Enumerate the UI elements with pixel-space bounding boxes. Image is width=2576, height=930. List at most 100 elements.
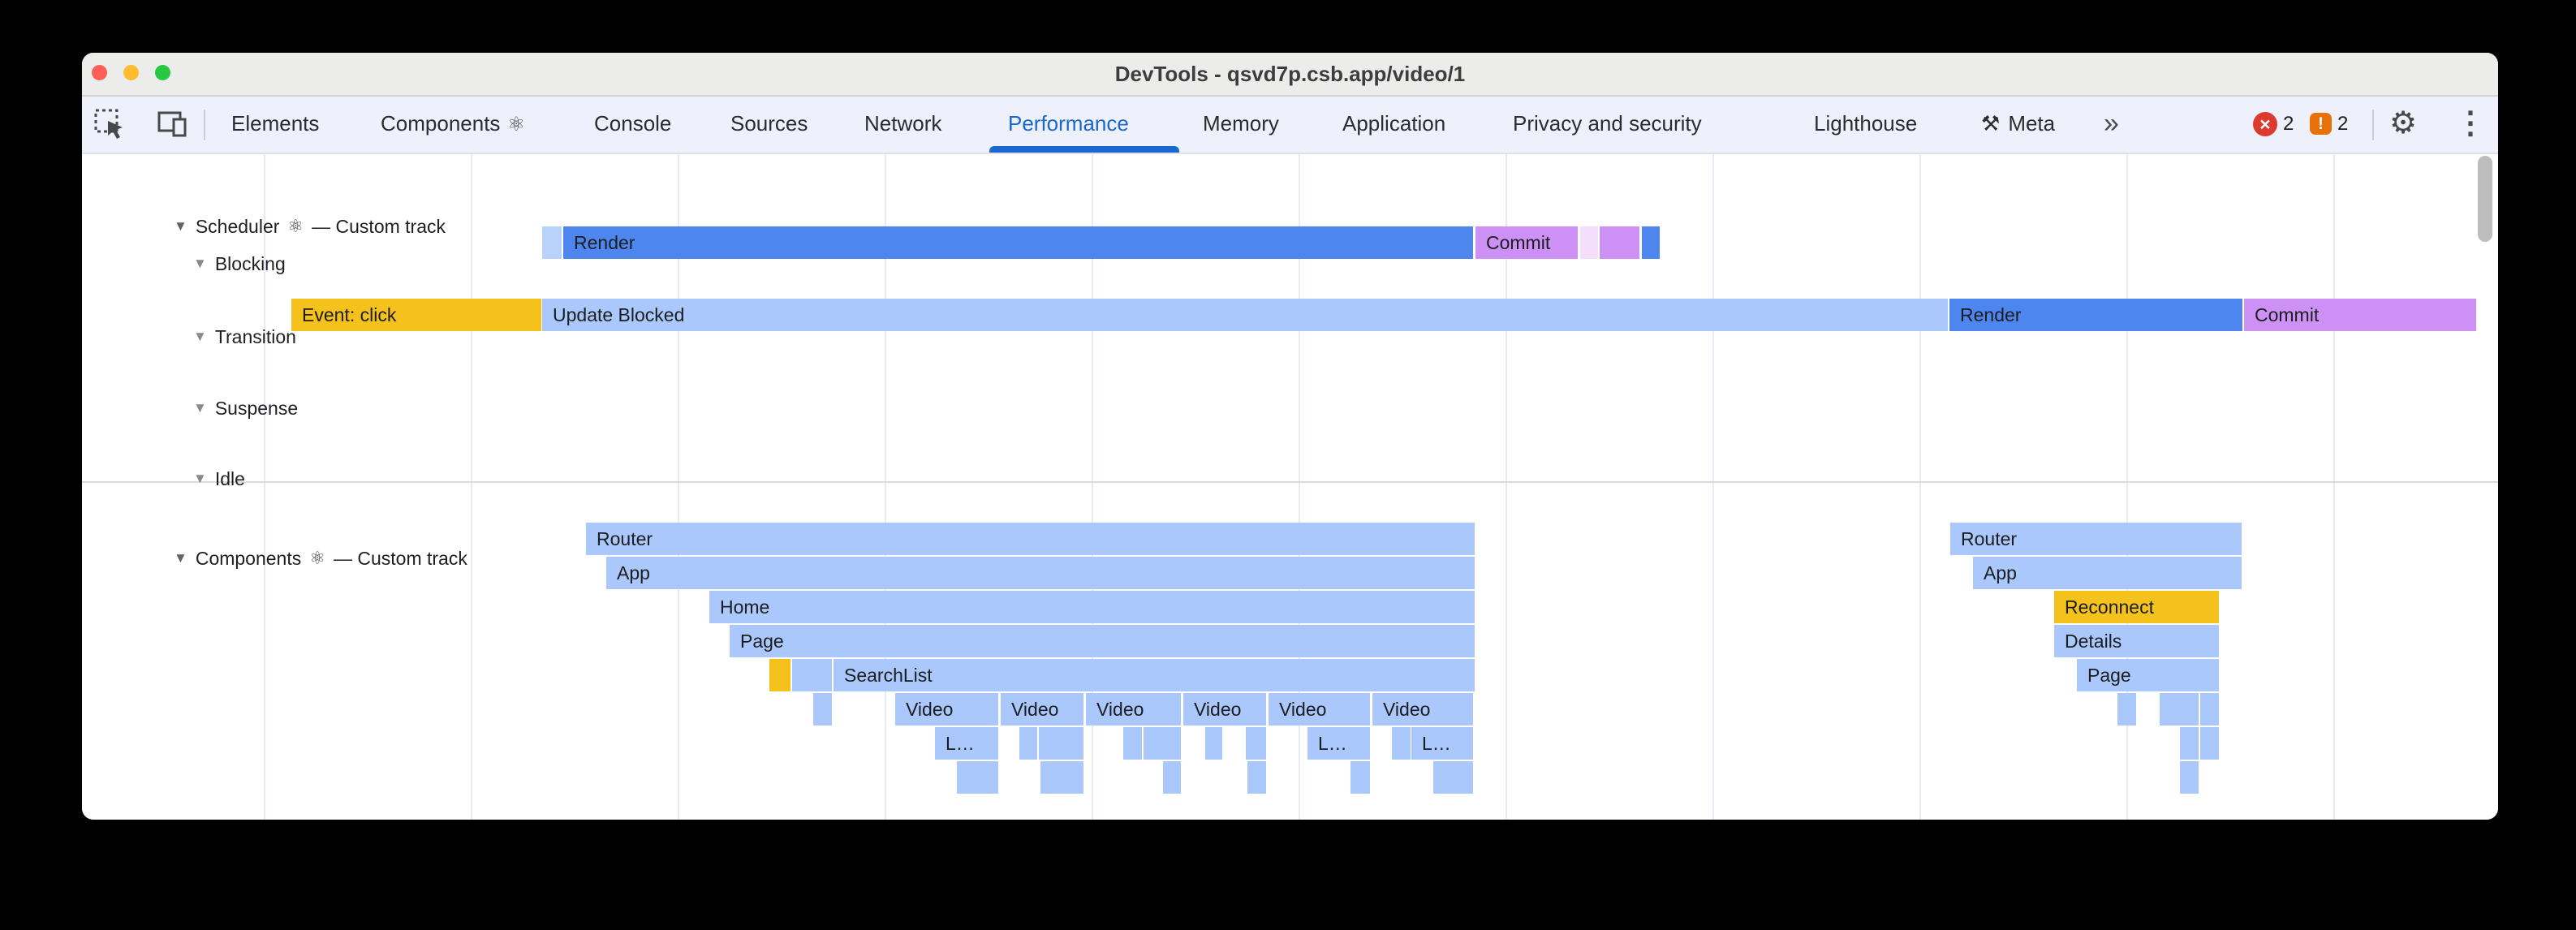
device-toolbar-icon[interactable]	[156, 108, 188, 140]
tab-sources[interactable]: Sources	[730, 111, 808, 136]
console-error-badge[interactable]: × 2	[2253, 97, 2294, 151]
tab-bar: Elements Components ⚛ Console Sources Net…	[82, 97, 2498, 154]
flame-bar[interactable]	[1144, 727, 1181, 760]
selected-tab-underline	[989, 146, 1179, 153]
track-suffix: — Custom track	[312, 215, 446, 237]
tab-meta[interactable]: ⚒ Meta	[1981, 111, 2056, 136]
flame-bar[interactable]: Home	[709, 591, 1475, 623]
flame-bar[interactable]	[769, 659, 790, 691]
flame-bar[interactable]	[1019, 727, 1037, 760]
flame-bar[interactable]: Page	[2077, 659, 2219, 691]
flame-bar[interactable]: Router	[586, 523, 1475, 555]
flame-bar[interactable]: Video	[1086, 693, 1181, 725]
flame-bar[interactable]: Update Blocked	[542, 299, 1948, 331]
zoom-button[interactable]	[155, 65, 170, 80]
gridline	[885, 154, 886, 820]
flame-bar[interactable]: L…	[1411, 727, 1473, 760]
flame-bar[interactable]: Commit	[2244, 299, 2476, 331]
collapse-triangle-icon: ▼	[193, 329, 207, 344]
flame-bar[interactable]: Router	[1950, 523, 2242, 555]
flame-bar[interactable]: Video	[1183, 693, 1266, 725]
flame-bar[interactable]	[957, 761, 998, 794]
tab-console[interactable]: Console	[594, 111, 672, 136]
flame-bar[interactable]	[2180, 761, 2199, 794]
flame-bar[interactable]	[2200, 727, 2219, 760]
toolbar-divider-right	[2372, 110, 2374, 140]
flame-bar[interactable]	[2200, 693, 2219, 725]
atom-icon: ⚛	[309, 548, 325, 568]
track-suffix: — Custom track	[333, 547, 467, 569]
devtools-window: DevTools - qsvd7p.csb.app/video/1 Elemen…	[82, 53, 2498, 820]
flame-bar[interactable]: App	[606, 557, 1475, 589]
close-button[interactable]	[92, 65, 107, 80]
flame-bar[interactable]: Video	[1372, 693, 1473, 725]
flame-bar[interactable]: SearchList	[834, 659, 1475, 691]
flame-bar[interactable]: Render	[1949, 299, 2242, 331]
atom-icon: ⚛	[287, 216, 304, 236]
flame-bar[interactable]	[813, 693, 832, 725]
flame-bar[interactable]	[1040, 761, 1083, 794]
gridline	[1299, 154, 1300, 820]
flame-bar[interactable]: Video	[1269, 693, 1370, 725]
flame-bar[interactable]	[1600, 226, 1639, 259]
lane-label-suspense[interactable]: ▼ Suspense	[193, 397, 299, 419]
flame-bar[interactable]	[2180, 727, 2199, 760]
flame-bar[interactable]: App	[1973, 557, 2242, 589]
lane-label-blocking[interactable]: ▼ Blocking	[193, 252, 286, 274]
vertical-scrollbar-thumb[interactable]	[2478, 156, 2492, 242]
tab-lighthouse[interactable]: Lighthouse	[1814, 111, 1918, 136]
flame-bar[interactable]: Reconnect	[2054, 591, 2219, 623]
lane-label-idle[interactable]: ▼ Idle	[193, 467, 245, 489]
tab-privacy-and-security[interactable]: Privacy and security	[1513, 111, 1702, 136]
flame-bar[interactable]	[1247, 761, 1266, 794]
lane-label-transition[interactable]: ▼ Transition	[193, 325, 296, 347]
flame-bar[interactable]	[1392, 727, 1411, 760]
tab-application[interactable]: Application	[1342, 111, 1446, 136]
collapse-triangle-icon: ▼	[193, 400, 207, 415]
title-bar: DevTools - qsvd7p.csb.app/video/1	[82, 53, 2498, 97]
flame-bar[interactable]	[1580, 226, 1598, 259]
minimize-button[interactable]	[123, 65, 139, 80]
flame-bar[interactable]	[1039, 727, 1083, 760]
flame-bar[interactable]: Video	[1001, 693, 1083, 725]
flame-bar[interactable]: L…	[935, 727, 998, 760]
issues-warning-badge[interactable]: ! 2	[2310, 97, 2348, 151]
flame-bar[interactable]: Video	[895, 693, 998, 725]
flame-bar[interactable]: Page	[730, 625, 1475, 657]
flame-bar[interactable]	[1123, 727, 1142, 760]
flame-bar[interactable]: Commit	[1475, 226, 1578, 259]
flame-bar[interactable]	[792, 659, 832, 691]
tab-performance[interactable]: Performance	[1008, 111, 1129, 136]
tab-components[interactable]: Components ⚛	[381, 111, 525, 136]
flame-bar[interactable]	[1433, 761, 1473, 794]
flame-bar[interactable]	[2117, 693, 2136, 725]
warning-icon: !	[2310, 113, 2332, 135]
flame-bar[interactable]: Details	[2054, 625, 2219, 657]
flame-bar[interactable]	[542, 226, 562, 259]
collapse-triangle-icon: ▼	[193, 256, 207, 271]
flame-bar[interactable]	[1246, 727, 1266, 760]
flame-bar[interactable]: Render	[563, 226, 1473, 259]
error-icon: ×	[2253, 111, 2277, 136]
gridline	[1712, 154, 1714, 820]
tab-memory[interactable]: Memory	[1203, 111, 1279, 136]
flame-bar[interactable]: Event: click	[291, 299, 541, 331]
gridline	[264, 154, 265, 820]
flame-bar[interactable]	[1205, 727, 1222, 760]
more-options-icon[interactable]: ⋮	[2455, 106, 2486, 140]
flame-bar[interactable]	[2160, 693, 2199, 725]
track-divider	[82, 481, 2498, 483]
tab-elements[interactable]: Elements	[231, 111, 320, 136]
tab-network[interactable]: Network	[864, 111, 942, 136]
more-tabs-icon[interactable]: »	[2104, 108, 2119, 139]
gear-icon[interactable]: ⚙	[2389, 106, 2418, 140]
collapse-triangle-icon: ▼	[174, 550, 187, 566]
flame-bar[interactable]	[1642, 226, 1660, 259]
error-count: 2	[2283, 112, 2294, 135]
flame-bar[interactable]: L…	[1307, 727, 1370, 760]
flame-bar[interactable]	[1163, 761, 1181, 794]
inspect-element-icon[interactable]	[93, 108, 126, 140]
flame-bar[interactable]	[1350, 761, 1370, 794]
track-header-scheduler[interactable]: ▼ Scheduler ⚛ — Custom track	[174, 214, 446, 239]
track-header-components[interactable]: ▼ Components ⚛ — Custom track	[174, 546, 467, 570]
